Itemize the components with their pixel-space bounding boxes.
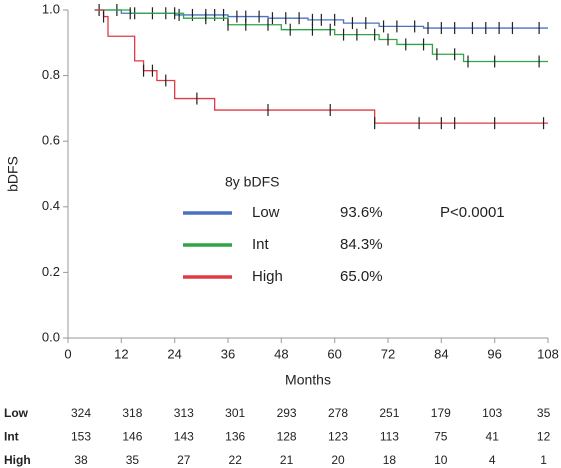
risk-count: 179 <box>431 406 451 420</box>
y-tick-label: 0.0 <box>42 329 60 344</box>
legend-rate: 65.0% <box>340 268 383 285</box>
risk-row-label: Low <box>4 406 29 420</box>
survival-curve <box>94 9 548 63</box>
risk-row-label: Int <box>4 430 19 444</box>
risk-row-label: High <box>4 453 31 467</box>
legend-rate: 93.6% <box>340 204 383 221</box>
y-tick-label: 0.2 <box>42 264 60 279</box>
risk-count: 278 <box>328 406 348 420</box>
risk-count: 41 <box>486 430 500 444</box>
risk-count: 38 <box>74 453 88 467</box>
risk-count: 75 <box>434 430 448 444</box>
risk-count: 146 <box>122 430 142 444</box>
risk-count: 251 <box>379 406 399 420</box>
y-tick-label: 0.4 <box>42 198 60 213</box>
x-tick-label: 24 <box>167 346 181 361</box>
legend-label: Int <box>252 236 270 253</box>
risk-count: 318 <box>122 406 142 420</box>
risk-count: 293 <box>277 406 297 420</box>
risk-count: 18 <box>383 453 397 467</box>
risk-count: 113 <box>380 430 399 444</box>
legend-title: 8y bDFS <box>225 174 279 190</box>
y-axis-label: bDFS <box>5 156 21 192</box>
risk-count: 20 <box>331 453 345 467</box>
legend-label: High <box>252 268 283 285</box>
y-tick-label: 0.8 <box>42 67 60 82</box>
risk-count: 10 <box>434 453 448 467</box>
x-axis-label: Months <box>285 372 331 388</box>
risk-count: 27 <box>177 453 191 467</box>
risk-count: 35 <box>537 406 551 420</box>
x-tick-label: 96 <box>487 346 501 361</box>
p-value: P<0.0001 <box>440 204 505 221</box>
risk-count: 301 <box>225 406 245 420</box>
x-tick-label: 108 <box>537 346 559 361</box>
risk-count: 143 <box>174 430 194 444</box>
survival-curve <box>94 9 548 124</box>
x-tick-label: 60 <box>327 346 341 361</box>
risk-count: 103 <box>482 406 502 420</box>
x-tick-label: 12 <box>114 346 128 361</box>
x-tick-label: 48 <box>274 346 288 361</box>
risk-count: 22 <box>229 453 243 467</box>
risk-count: 313 <box>174 406 194 420</box>
x-tick-label: 0 <box>64 346 71 361</box>
x-tick-label: 36 <box>221 346 235 361</box>
legend-label: Low <box>252 204 280 221</box>
x-tick-label: 72 <box>381 346 395 361</box>
risk-count: 123 <box>328 430 348 444</box>
risk-count: 1 <box>540 453 547 467</box>
risk-count: 136 <box>225 430 245 444</box>
risk-count: 153 <box>71 430 91 444</box>
risk-count: 128 <box>277 430 297 444</box>
risk-count: 4 <box>489 453 496 467</box>
y-tick-label: 1.0 <box>42 1 60 16</box>
risk-count: 21 <box>280 453 294 467</box>
risk-count: 12 <box>537 430 551 444</box>
y-tick-label: 0.6 <box>42 133 60 148</box>
legend-rate: 84.3% <box>340 236 383 253</box>
x-tick-label: 84 <box>434 346 448 361</box>
risk-count: 35 <box>126 453 140 467</box>
risk-count: 324 <box>71 406 91 420</box>
